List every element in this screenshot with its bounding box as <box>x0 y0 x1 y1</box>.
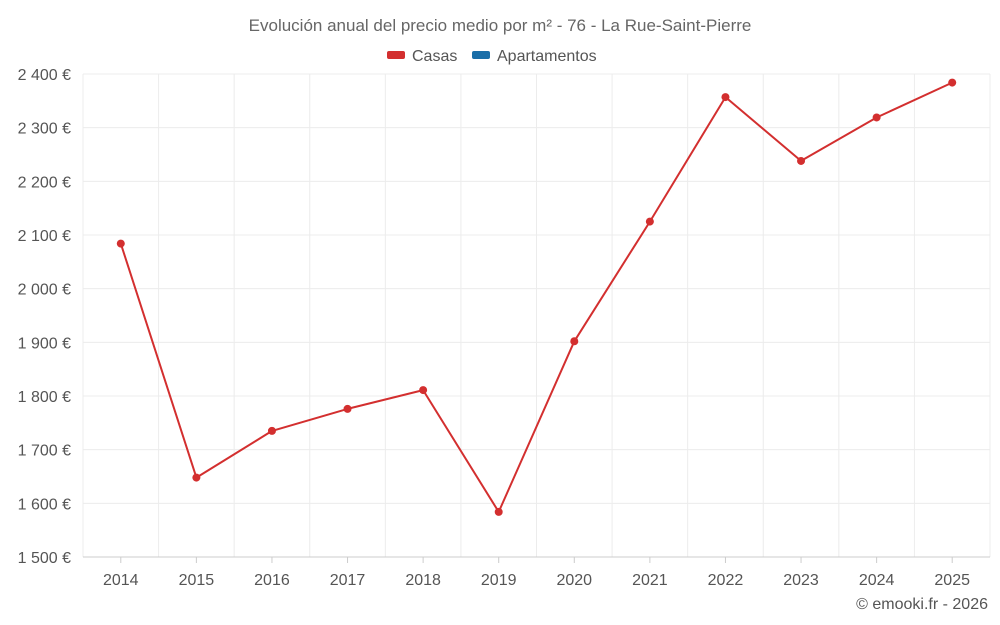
x-tick-label: 2017 <box>330 572 366 589</box>
x-tick-label: 2023 <box>783 572 819 589</box>
x-tick-label: 2015 <box>179 572 215 589</box>
data-point[interactable] <box>419 386 428 395</box>
data-point[interactable] <box>645 217 654 226</box>
data-point[interactable] <box>721 93 730 102</box>
y-tick-label: 1 900 € <box>18 335 71 352</box>
legend-swatch-apartamentos <box>472 51 490 59</box>
x-tick-label: 2018 <box>405 572 441 589</box>
y-tick-label: 1 800 € <box>18 389 71 406</box>
data-point[interactable] <box>494 507 503 516</box>
data-point[interactable] <box>570 337 579 346</box>
y-tick-label: 2 200 € <box>18 174 71 191</box>
legend-swatch-casas <box>387 51 405 59</box>
x-tick-label: 2022 <box>708 572 744 589</box>
legend: Casas Apartamentos <box>387 48 597 65</box>
legend-label-apartamentos[interactable]: Apartamentos <box>497 48 597 65</box>
y-tick-label: 2 000 € <box>18 282 71 299</box>
data-point[interactable] <box>192 473 201 482</box>
x-tick-label: 2024 <box>859 572 895 589</box>
data-point[interactable] <box>343 404 352 413</box>
data-point[interactable] <box>872 113 881 122</box>
y-tick-label: 2 300 € <box>18 121 71 138</box>
x-tick-label: 2016 <box>254 572 290 589</box>
x-tick-label: 2021 <box>632 572 668 589</box>
x-tick-label: 2020 <box>556 572 592 589</box>
data-point[interactable] <box>948 78 957 87</box>
y-tick-label: 1 600 € <box>18 496 71 513</box>
data-point[interactable] <box>797 156 806 165</box>
grid <box>82 73 991 557</box>
axes: 1 500 € 1 600 € 1 700 € 1 800 € 1 900 € 2 000… <box>18 67 990 589</box>
series-line-casas <box>119 81 953 513</box>
x-tick-label: 2025 <box>934 572 970 589</box>
x-tick-label: 2019 <box>481 572 517 589</box>
y-tick-label: 2 400 € <box>18 67 71 84</box>
x-tick-label: 2014 <box>103 572 139 589</box>
legend-label-casas[interactable]: Casas <box>412 48 457 65</box>
y-tick-label: 2 100 € <box>18 228 71 245</box>
data-point[interactable] <box>267 426 276 435</box>
footer-credit: © emooki.fr - 2026 <box>856 596 988 613</box>
y-tick-label: 1 500 € <box>18 550 71 567</box>
data-point[interactable] <box>116 239 125 248</box>
y-tick-label: 1 700 € <box>18 443 71 460</box>
chart-title: Evolución anual del precio medio por m² … <box>249 16 752 35</box>
series-layer <box>116 78 957 516</box>
